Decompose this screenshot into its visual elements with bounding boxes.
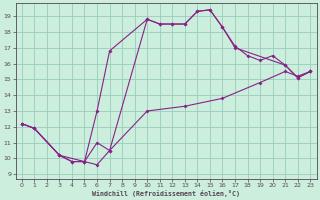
X-axis label: Windchill (Refroidissement éolien,°C): Windchill (Refroidissement éolien,°C) (92, 190, 240, 197)
